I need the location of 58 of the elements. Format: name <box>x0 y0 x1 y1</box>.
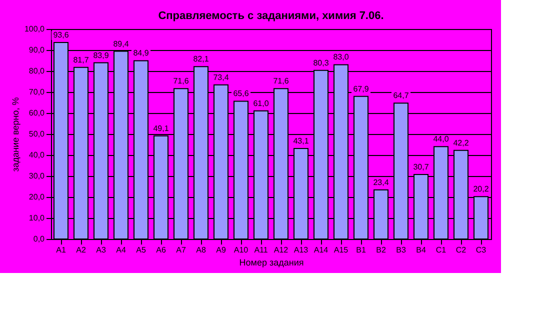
x-tick-label: B4 <box>416 246 426 254</box>
x-tick-label: A11 <box>254 246 268 254</box>
y-tick-label: 30,0 <box>28 172 46 180</box>
x-tick-label: A15 <box>334 246 349 254</box>
data-label: 67,9 <box>353 84 370 94</box>
x-tick-label: A4 <box>116 246 126 254</box>
y-tick-label: 90,0 <box>28 46 46 54</box>
data-label: 23,4 <box>373 178 390 187</box>
x-tick-label: C2 <box>456 246 467 254</box>
data-label: 84,9 <box>133 48 150 58</box>
y-tick-label: 40,0 <box>28 150 46 160</box>
y-tick-label: 100,0 <box>24 24 46 34</box>
x-tick-label: A1 <box>56 246 66 254</box>
x-tick-label: B2 <box>376 246 386 254</box>
data-label: 71,6 <box>273 76 290 86</box>
data-label: 42,2 <box>453 138 470 148</box>
data-label: 93,6 <box>53 30 70 40</box>
y-tick-label: 20,0 <box>28 192 46 202</box>
x-tick-label: B1 <box>356 246 366 254</box>
data-label: 80,3 <box>313 58 330 68</box>
data-label: 73,4 <box>213 72 230 82</box>
data-label: 89,4 <box>113 39 130 48</box>
data-label: 43,1 <box>293 136 310 146</box>
data-label: 83,0 <box>333 52 350 62</box>
data-label: 30,7 <box>413 162 430 172</box>
data-label: 20,2 <box>473 184 490 194</box>
data-label: 61,0 <box>253 98 270 108</box>
x-tick-label: A7 <box>176 246 186 254</box>
x-tick-label: A9 <box>216 246 226 254</box>
chart-title: Справляемость с заданиями, химия 7.06. <box>158 10 384 22</box>
x-tick-label: A12 <box>274 246 289 254</box>
data-label: 82,1 <box>193 54 210 64</box>
x-tick-label: A10 <box>234 246 249 254</box>
y-tick-label: 50,0 <box>28 130 46 138</box>
data-label: 81,7 <box>73 55 90 64</box>
x-tick-label: A6 <box>156 246 166 254</box>
y-tick-label: 80,0 <box>28 66 46 76</box>
y-tick-label: 10,0 <box>28 214 46 222</box>
x-tick-label: A13 <box>294 246 309 254</box>
data-label: 49,1 <box>153 124 170 133</box>
x-tick-label: C3 <box>476 246 487 254</box>
x-tick-label: A8 <box>196 246 206 254</box>
data-label: 71,6 <box>173 76 190 86</box>
x-tick-label: A2 <box>76 246 86 254</box>
y-tick-label: 60,0 <box>28 108 46 118</box>
data-label: 65,6 <box>233 89 250 98</box>
x-tick-label: C1 <box>436 246 447 254</box>
y-tick-label: 70,0 <box>28 88 46 96</box>
x-tick-label: A3 <box>96 246 106 254</box>
x-tick-label: A5 <box>136 246 146 254</box>
x-tick-label: A14 <box>314 246 329 254</box>
x-tick-label: B3 <box>396 246 406 254</box>
x-axis-title: Номер задания <box>239 258 304 268</box>
y-axis-title: задание верно, % <box>10 97 20 172</box>
data-label: 83,9 <box>93 50 110 60</box>
data-label: 44,0 <box>433 134 450 144</box>
y-tick-label: 0,0 <box>33 234 46 244</box>
data-label: 64,7 <box>393 91 410 100</box>
